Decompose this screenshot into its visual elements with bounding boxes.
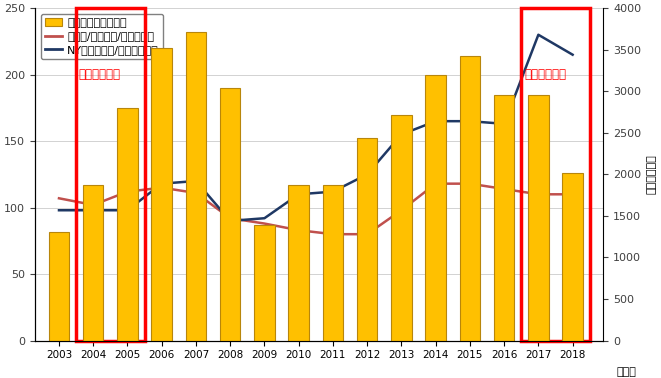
Bar	[117, 108, 137, 341]
Bar	[151, 48, 172, 341]
Legend: 米法人税額（右軸）, 米ドル/円（左軸/単位：円）, NYダウ（左軸/単位：なし）: 米法人税額（右軸）, 米ドル/円（左軸/単位：円）, NYダウ（左軸/単位：なし…	[40, 14, 163, 59]
Bar	[288, 185, 309, 341]
Y-axis label: （億米ドル）: （億米ドル）	[647, 155, 657, 194]
Bar	[563, 173, 583, 341]
Bar	[522, 8, 590, 341]
Bar	[459, 56, 480, 341]
Bar	[528, 94, 549, 341]
Bar	[76, 8, 145, 341]
Text: トランプ政権: トランプ政権	[524, 68, 566, 81]
Bar	[494, 94, 514, 341]
Bar	[391, 115, 412, 341]
Bar	[220, 88, 241, 341]
X-axis label: （年）: （年）	[616, 367, 636, 377]
Bar	[426, 74, 446, 341]
Bar	[83, 185, 104, 341]
Bar	[323, 185, 343, 341]
Bar	[49, 232, 69, 341]
Text: ブッシュ政権: ブッシュ政権	[79, 68, 121, 81]
Bar	[186, 32, 206, 341]
Bar	[357, 138, 377, 341]
Bar	[254, 225, 275, 341]
